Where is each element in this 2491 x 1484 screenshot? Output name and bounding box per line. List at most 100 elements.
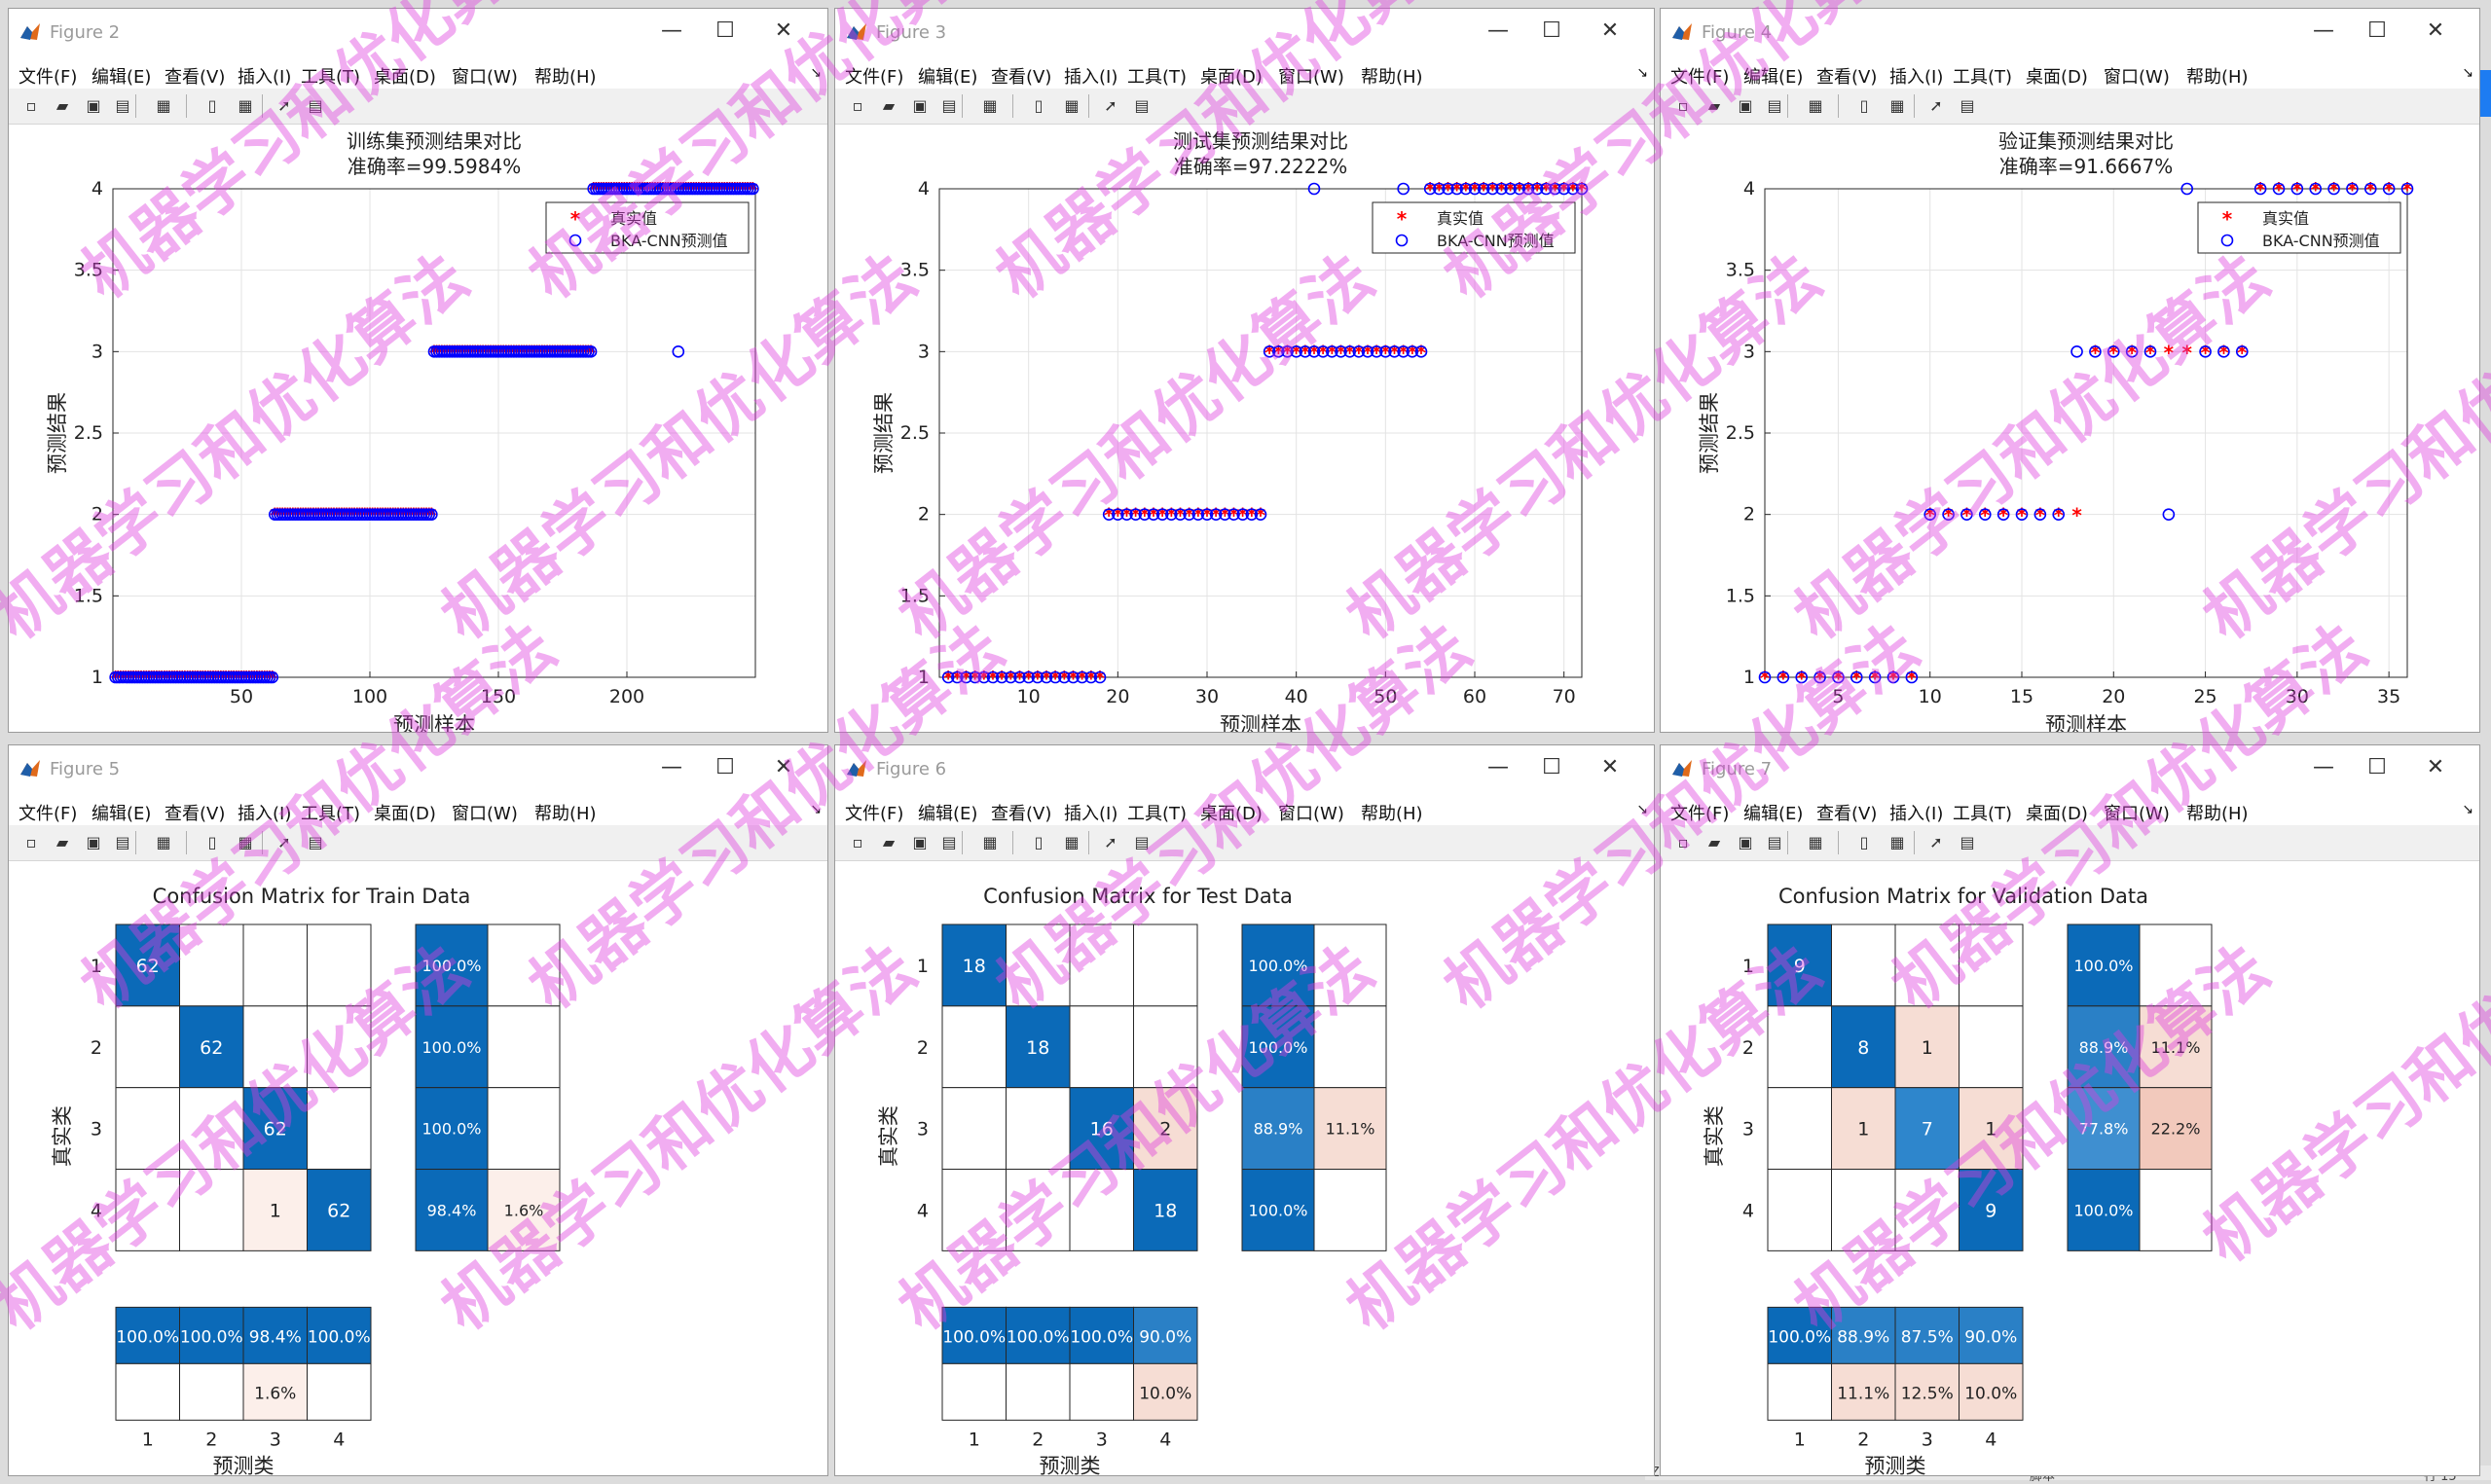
title-bar[interactable]: Figure 3 — ☐ ✕ (835, 9, 1654, 59)
menu-item[interactable]: 桌面(D) (2026, 67, 2088, 88)
link-plot-icon[interactable]: ▦ (1808, 95, 1823, 115)
edit-plot-pointer-icon[interactable]: ➚ (1104, 832, 1117, 851)
menu-item[interactable]: 文件(F) (1670, 67, 1730, 88)
title-bar[interactable]: Figure 5 — ☐ ✕ (9, 745, 827, 796)
save-icon[interactable]: ▣ (1738, 832, 1753, 851)
menu-item[interactable]: 窗口(W) (2104, 804, 2170, 824)
close-button[interactable]: ✕ (1600, 755, 1620, 779)
maximize-button[interactable]: ☐ (1542, 755, 1561, 779)
menu-item[interactable]: 文件(F) (18, 804, 78, 824)
close-button[interactable]: ✕ (2426, 755, 2445, 779)
maximize-button[interactable]: ☐ (1542, 18, 1561, 43)
open-file-icon[interactable]: ▰ (55, 832, 69, 851)
menu-item[interactable]: 帮助(H) (1361, 804, 1423, 824)
property-inspector-icon[interactable]: ▤ (308, 95, 323, 115)
minimize-button[interactable]: — (661, 18, 682, 43)
menu-item[interactable]: 工具(T) (1127, 67, 1188, 88)
insert-colorbar-icon[interactable]: ▯ (1034, 832, 1044, 851)
insert-legend-icon[interactable]: ▦ (1064, 832, 1080, 851)
menu-item[interactable]: 帮助(H) (534, 804, 597, 824)
menu-item[interactable]: 插入(I) (238, 804, 292, 824)
menu-item[interactable]: 查看(V) (1816, 804, 1878, 824)
menu-item[interactable]: 查看(V) (991, 67, 1052, 88)
save-icon[interactable]: ▣ (86, 95, 101, 115)
minimize-button[interactable]: — (1487, 755, 1509, 779)
figure-window[interactable]: Figure 3 — ☐ ✕ 文件(F) 编辑(E) 查看(V) 插入(I) 工具(T) 桌面(D… (834, 8, 1655, 733)
menu-item[interactable]: 插入(I) (1889, 804, 1944, 824)
save-icon[interactable]: ▣ (912, 95, 928, 115)
maximize-button[interactable]: ☐ (715, 755, 735, 779)
maximize-button[interactable]: ☐ (715, 18, 735, 43)
figure-window[interactable]: Figure 4 — ☐ ✕ 文件(F) 编辑(E) 查看(V) 插入(I) 工具(T) 桌面(D… (1660, 8, 2480, 733)
minimize-button[interactable]: — (2313, 18, 2334, 43)
figure-window[interactable]: Figure 2 — ☐ ✕ 文件(F) 编辑(E) 查看(V) 插入(I) 工具(T) 桌面(D… (8, 8, 828, 733)
maximize-button[interactable]: ☐ (2367, 18, 2387, 43)
minimize-button[interactable]: — (2313, 755, 2334, 779)
new-figure-icon[interactable]: ▫ (25, 95, 37, 115)
print-icon[interactable]: ▤ (115, 95, 130, 115)
open-file-icon[interactable]: ▰ (55, 95, 69, 115)
menu-item[interactable]: 文件(F) (845, 804, 904, 824)
print-icon[interactable]: ▤ (1767, 832, 1782, 851)
edit-plot-pointer-icon[interactable]: ➚ (277, 95, 291, 115)
title-bar[interactable]: Figure 4 — ☐ ✕ (1661, 9, 2479, 59)
property-inspector-icon[interactable]: ▤ (1134, 95, 1150, 115)
menu-item[interactable]: 工具(T) (301, 67, 361, 88)
title-bar[interactable]: Figure 7 — ☐ ✕ (1661, 745, 2479, 796)
new-figure-icon[interactable]: ▫ (852, 832, 863, 851)
open-file-icon[interactable]: ▰ (882, 832, 896, 851)
insert-colorbar-icon[interactable]: ▯ (207, 95, 217, 115)
save-icon[interactable]: ▣ (1738, 95, 1753, 115)
menu-item[interactable]: 工具(T) (1953, 804, 2013, 824)
link-plot-icon[interactable]: ▦ (982, 832, 998, 851)
menu-item[interactable]: 插入(I) (1064, 804, 1118, 824)
menu-item[interactable]: 桌面(D) (1200, 804, 1263, 824)
menu-overflow-icon[interactable]: ↘ (810, 802, 822, 817)
close-button[interactable]: ✕ (2426, 18, 2445, 43)
edit-plot-pointer-icon[interactable]: ➚ (277, 832, 291, 851)
maximize-button[interactable]: ☐ (2367, 755, 2387, 779)
insert-legend-icon[interactable]: ▦ (1889, 832, 1905, 851)
property-inspector-icon[interactable]: ▤ (1960, 95, 1975, 115)
print-icon[interactable]: ▤ (941, 832, 957, 851)
open-file-icon[interactable]: ▰ (1707, 95, 1721, 115)
new-figure-icon[interactable]: ▫ (852, 95, 863, 115)
menu-item[interactable]: 帮助(H) (2186, 804, 2249, 824)
menu-overflow-icon[interactable]: ↘ (1636, 65, 1648, 81)
property-inspector-icon[interactable]: ▤ (1960, 832, 1975, 851)
open-file-icon[interactable]: ▰ (882, 95, 896, 115)
menu-item[interactable]: 桌面(D) (374, 67, 436, 88)
link-plot-icon[interactable]: ▦ (156, 832, 171, 851)
menu-item[interactable]: 窗口(W) (452, 804, 518, 824)
minimize-button[interactable]: — (661, 755, 682, 779)
menu-item[interactable]: 查看(V) (165, 804, 226, 824)
print-icon[interactable]: ▤ (115, 832, 130, 851)
menu-item[interactable]: 查看(V) (991, 804, 1052, 824)
menu-item[interactable]: 编辑(E) (918, 804, 978, 824)
edit-plot-pointer-icon[interactable]: ➚ (1104, 95, 1117, 115)
menu-item[interactable]: 插入(I) (1889, 67, 1944, 88)
menu-item[interactable]: 帮助(H) (2186, 67, 2249, 88)
menu-overflow-icon[interactable]: ↘ (1636, 802, 1648, 817)
figure-window[interactable]: Figure 7 — ☐ ✕ 文件(F) 编辑(E) 查看(V) 插入(I) 工具(T) 桌面(D… (1660, 744, 2480, 1476)
menu-item[interactable]: 编辑(E) (1743, 67, 1804, 88)
title-bar[interactable]: Figure 2 — ☐ ✕ (9, 9, 827, 59)
menu-item[interactable]: 编辑(E) (918, 67, 978, 88)
link-plot-icon[interactable]: ▦ (156, 95, 171, 115)
print-icon[interactable]: ▤ (1767, 95, 1782, 115)
menu-item[interactable]: 文件(F) (18, 67, 78, 88)
menu-item[interactable]: 工具(T) (1953, 67, 2013, 88)
save-icon[interactable]: ▣ (912, 832, 928, 851)
insert-colorbar-icon[interactable]: ▯ (1859, 95, 1869, 115)
figure-window[interactable]: Figure 6 — ☐ ✕ 文件(F) 编辑(E) 查看(V) 插入(I) 工具(T) 桌面(D… (834, 744, 1655, 1476)
menu-overflow-icon[interactable]: ↘ (2462, 65, 2473, 81)
menu-item[interactable]: 查看(V) (165, 67, 226, 88)
insert-colorbar-icon[interactable]: ▯ (1034, 95, 1044, 115)
menu-item[interactable]: 窗口(W) (1278, 804, 1344, 824)
new-figure-icon[interactable]: ▫ (25, 832, 37, 851)
insert-colorbar-icon[interactable]: ▯ (1859, 832, 1869, 851)
new-figure-icon[interactable]: ▫ (1677, 832, 1689, 851)
close-button[interactable]: ✕ (1600, 18, 1620, 43)
menu-item[interactable]: 编辑(E) (1743, 804, 1804, 824)
menu-item[interactable]: 窗口(W) (2104, 67, 2170, 88)
